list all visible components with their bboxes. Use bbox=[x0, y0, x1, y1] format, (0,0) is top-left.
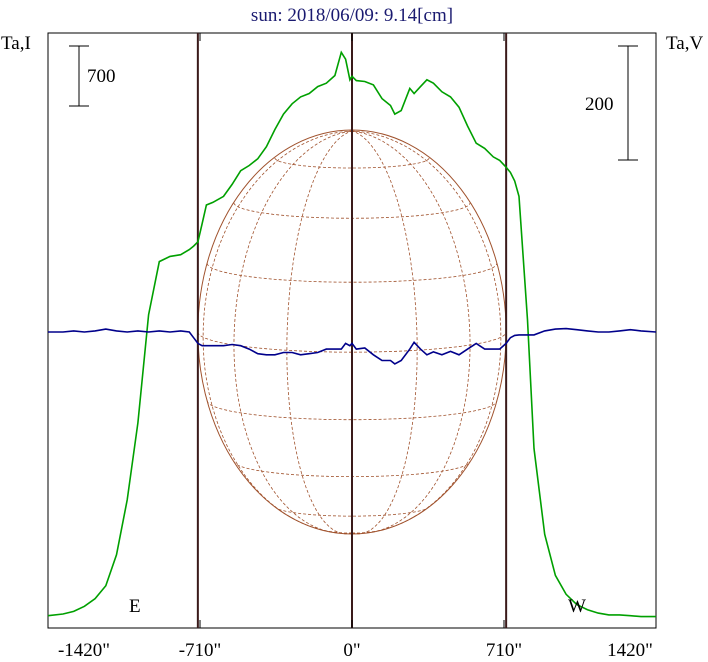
right-scale-bar-label: 200 bbox=[585, 94, 614, 115]
x-axis-ticks bbox=[47, 33, 657, 628]
limb-lines bbox=[196, 33, 508, 628]
polarization-series-line bbox=[48, 327, 657, 365]
disk-longitude-line bbox=[286, 130, 353, 535]
disk-longitude-line bbox=[202, 130, 353, 534]
disk-latitude-line bbox=[206, 263, 498, 283]
x-axis-tick-labels: -1420" -710" 0" 710" 1420" bbox=[58, 640, 653, 661]
disk-longitude-line bbox=[351, 130, 471, 534]
x-tick-label: -710" bbox=[179, 640, 222, 661]
right-scale-bar bbox=[618, 45, 638, 161]
intensity-series-line bbox=[47, 50, 656, 618]
disk-longitude-line bbox=[351, 130, 502, 534]
right-axis-label: Ta,V bbox=[666, 33, 703, 54]
x-tick-label: 0" bbox=[343, 640, 360, 661]
disk-longitude-line bbox=[351, 130, 418, 535]
disk-latitude-line bbox=[274, 506, 430, 517]
east-label: E bbox=[129, 596, 141, 617]
west-label: W bbox=[568, 596, 586, 617]
left-axis-label: Ta,I bbox=[1, 33, 31, 54]
x-tick-label: -1420" bbox=[58, 640, 110, 661]
x-tick-label: 1420" bbox=[607, 640, 653, 661]
disk-latitude-line bbox=[274, 157, 430, 169]
x-tick-label: 710" bbox=[486, 640, 522, 661]
chart-title: sun: 2018/06/09: 9.14[cm] bbox=[251, 5, 453, 26]
left-scale-bar bbox=[69, 45, 89, 107]
left-scale-bar-label: 700 bbox=[87, 66, 116, 87]
disk-longitude-line bbox=[233, 130, 353, 534]
disk-latitude-line bbox=[206, 400, 498, 421]
